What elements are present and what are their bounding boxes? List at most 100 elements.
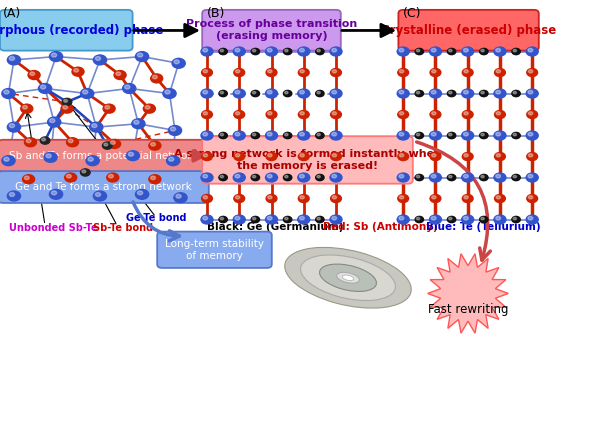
Text: Unbonded Sb-Te: Unbonded Sb-Te	[9, 223, 98, 233]
Text: A strong network is formed instantly when
the memory is erased!: A strong network is formed instantly whe…	[173, 149, 442, 171]
Circle shape	[202, 111, 212, 119]
Circle shape	[265, 89, 277, 98]
Circle shape	[82, 170, 86, 173]
Circle shape	[107, 173, 119, 182]
Circle shape	[330, 215, 342, 224]
Circle shape	[298, 152, 309, 160]
Circle shape	[415, 216, 424, 223]
Circle shape	[462, 47, 474, 56]
Circle shape	[400, 70, 404, 73]
Circle shape	[331, 152, 341, 160]
Circle shape	[203, 216, 208, 220]
Circle shape	[448, 174, 456, 181]
Circle shape	[149, 141, 161, 150]
Circle shape	[494, 69, 505, 77]
Circle shape	[430, 173, 442, 182]
Circle shape	[219, 174, 227, 181]
Circle shape	[449, 91, 452, 94]
Circle shape	[40, 137, 50, 144]
Circle shape	[235, 216, 240, 220]
Text: Ge-Te bond: Ge-Te bond	[126, 213, 187, 223]
Circle shape	[298, 131, 310, 140]
Circle shape	[165, 90, 170, 94]
Circle shape	[526, 173, 538, 182]
Circle shape	[265, 47, 277, 56]
Circle shape	[52, 53, 57, 57]
Circle shape	[398, 152, 409, 160]
Circle shape	[431, 70, 436, 73]
Text: Amorphous (recorded) phase: Amorphous (recorded) phase	[0, 24, 163, 37]
Circle shape	[317, 217, 320, 220]
Circle shape	[430, 111, 441, 119]
Circle shape	[415, 133, 424, 139]
Circle shape	[235, 48, 240, 52]
Circle shape	[38, 83, 52, 93]
Circle shape	[104, 143, 108, 146]
Circle shape	[268, 174, 272, 178]
Circle shape	[7, 191, 20, 201]
Circle shape	[235, 196, 240, 199]
Circle shape	[174, 60, 179, 64]
Circle shape	[219, 133, 227, 139]
Circle shape	[464, 154, 468, 157]
Circle shape	[397, 89, 409, 98]
Circle shape	[4, 157, 9, 161]
Circle shape	[80, 89, 94, 99]
Circle shape	[299, 216, 304, 220]
Circle shape	[203, 174, 208, 178]
Circle shape	[64, 99, 67, 102]
Text: Sb and Te forms a potential network: Sb and Te forms a potential network	[9, 151, 198, 161]
Circle shape	[449, 49, 452, 52]
Circle shape	[463, 111, 473, 119]
Circle shape	[83, 90, 88, 94]
Circle shape	[332, 70, 337, 73]
Circle shape	[265, 131, 277, 140]
Circle shape	[397, 47, 409, 56]
Circle shape	[416, 49, 420, 52]
Circle shape	[479, 133, 488, 139]
Circle shape	[528, 216, 533, 220]
Circle shape	[513, 49, 517, 52]
Ellipse shape	[320, 264, 376, 292]
Circle shape	[529, 154, 533, 157]
Circle shape	[399, 48, 404, 52]
Circle shape	[266, 152, 277, 160]
Circle shape	[464, 133, 469, 136]
Circle shape	[479, 48, 488, 55]
Circle shape	[233, 215, 245, 224]
Circle shape	[298, 111, 309, 119]
Circle shape	[431, 133, 436, 136]
Circle shape	[463, 69, 473, 77]
Circle shape	[400, 196, 404, 199]
Text: Fast rewriting: Fast rewriting	[428, 302, 508, 316]
Circle shape	[430, 47, 442, 56]
Circle shape	[298, 89, 310, 98]
Circle shape	[464, 216, 469, 220]
Circle shape	[132, 119, 145, 129]
Circle shape	[397, 215, 409, 224]
Circle shape	[529, 196, 533, 199]
Circle shape	[513, 91, 517, 94]
Circle shape	[512, 174, 520, 181]
Ellipse shape	[285, 247, 411, 308]
Circle shape	[527, 69, 538, 77]
Circle shape	[416, 91, 420, 94]
Circle shape	[47, 117, 61, 127]
Circle shape	[201, 89, 213, 98]
Circle shape	[234, 69, 245, 77]
Circle shape	[464, 174, 469, 178]
Circle shape	[494, 194, 505, 202]
Circle shape	[25, 176, 29, 180]
Circle shape	[251, 174, 260, 181]
Circle shape	[283, 90, 292, 97]
Circle shape	[7, 122, 20, 132]
Circle shape	[44, 152, 57, 162]
Circle shape	[234, 111, 245, 119]
Circle shape	[151, 142, 155, 146]
Circle shape	[512, 48, 520, 55]
Circle shape	[203, 112, 208, 115]
Circle shape	[479, 216, 488, 223]
Circle shape	[317, 134, 320, 136]
Circle shape	[46, 154, 51, 158]
Circle shape	[61, 104, 73, 113]
